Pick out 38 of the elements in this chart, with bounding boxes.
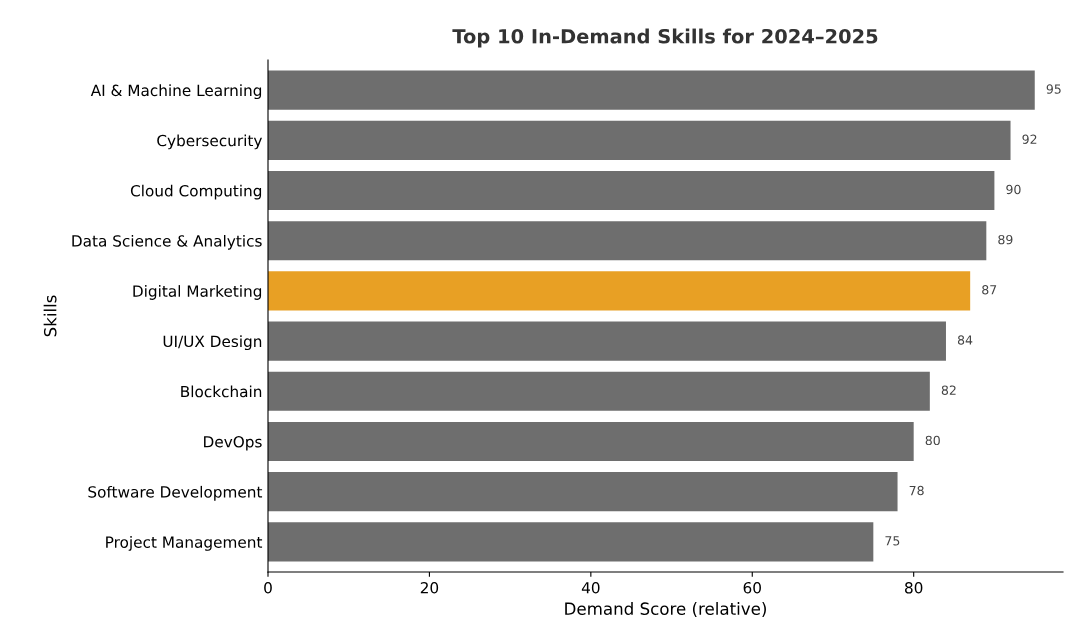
data-label: 90 (1006, 184, 1021, 195)
y-tick-label: DevOps (204, 435, 262, 451)
x-tick-label: 60 (743, 581, 761, 594)
data-label: 82 (941, 385, 956, 395)
x-axis-title: Demand Score (relative) (565, 602, 766, 617)
data-label: 75 (885, 536, 900, 546)
bar (268, 271, 971, 311)
y-tick-label: Blockchain (181, 385, 262, 398)
bar (268, 321, 946, 361)
data-label: 84 (957, 335, 973, 345)
data-label: 89 (998, 234, 1013, 245)
y-axis-title: Skills (43, 295, 57, 337)
y-tick-label: Cybersecurity (157, 134, 262, 150)
bar (268, 70, 1035, 110)
y-tick-label: Project Management (106, 536, 263, 551)
bar (268, 120, 1011, 160)
y-tick-label: Digital Marketing (133, 285, 262, 300)
bar (268, 371, 930, 411)
data-label: 80 (925, 435, 940, 446)
y-tick-label: UI/UX Design (163, 335, 262, 351)
data-label: 78 (909, 485, 924, 496)
data-label: 87 (982, 285, 997, 295)
bar (268, 221, 987, 261)
y-tick-label: Software Development (88, 485, 263, 501)
bar (268, 522, 874, 562)
y-tick-label: Cloud Computing (130, 184, 262, 200)
bar (268, 421, 914, 462)
y-tick-label: Data Science & Analytics (72, 234, 262, 250)
bar (268, 170, 995, 211)
data-label: 92 (1022, 134, 1037, 144)
x-tick-label: 20 (420, 581, 439, 594)
x-tick-label: 80 (905, 581, 923, 594)
y-tick-label: AI & Machine Learning (90, 84, 262, 100)
bar (268, 472, 898, 512)
data-label: 95 (1046, 84, 1061, 94)
x-tick-label: 40 (581, 581, 600, 594)
chart-title: Top 10 In-Demand Skills for 2024–2025 (452, 28, 878, 48)
x-tick-label: 0 (264, 581, 272, 594)
